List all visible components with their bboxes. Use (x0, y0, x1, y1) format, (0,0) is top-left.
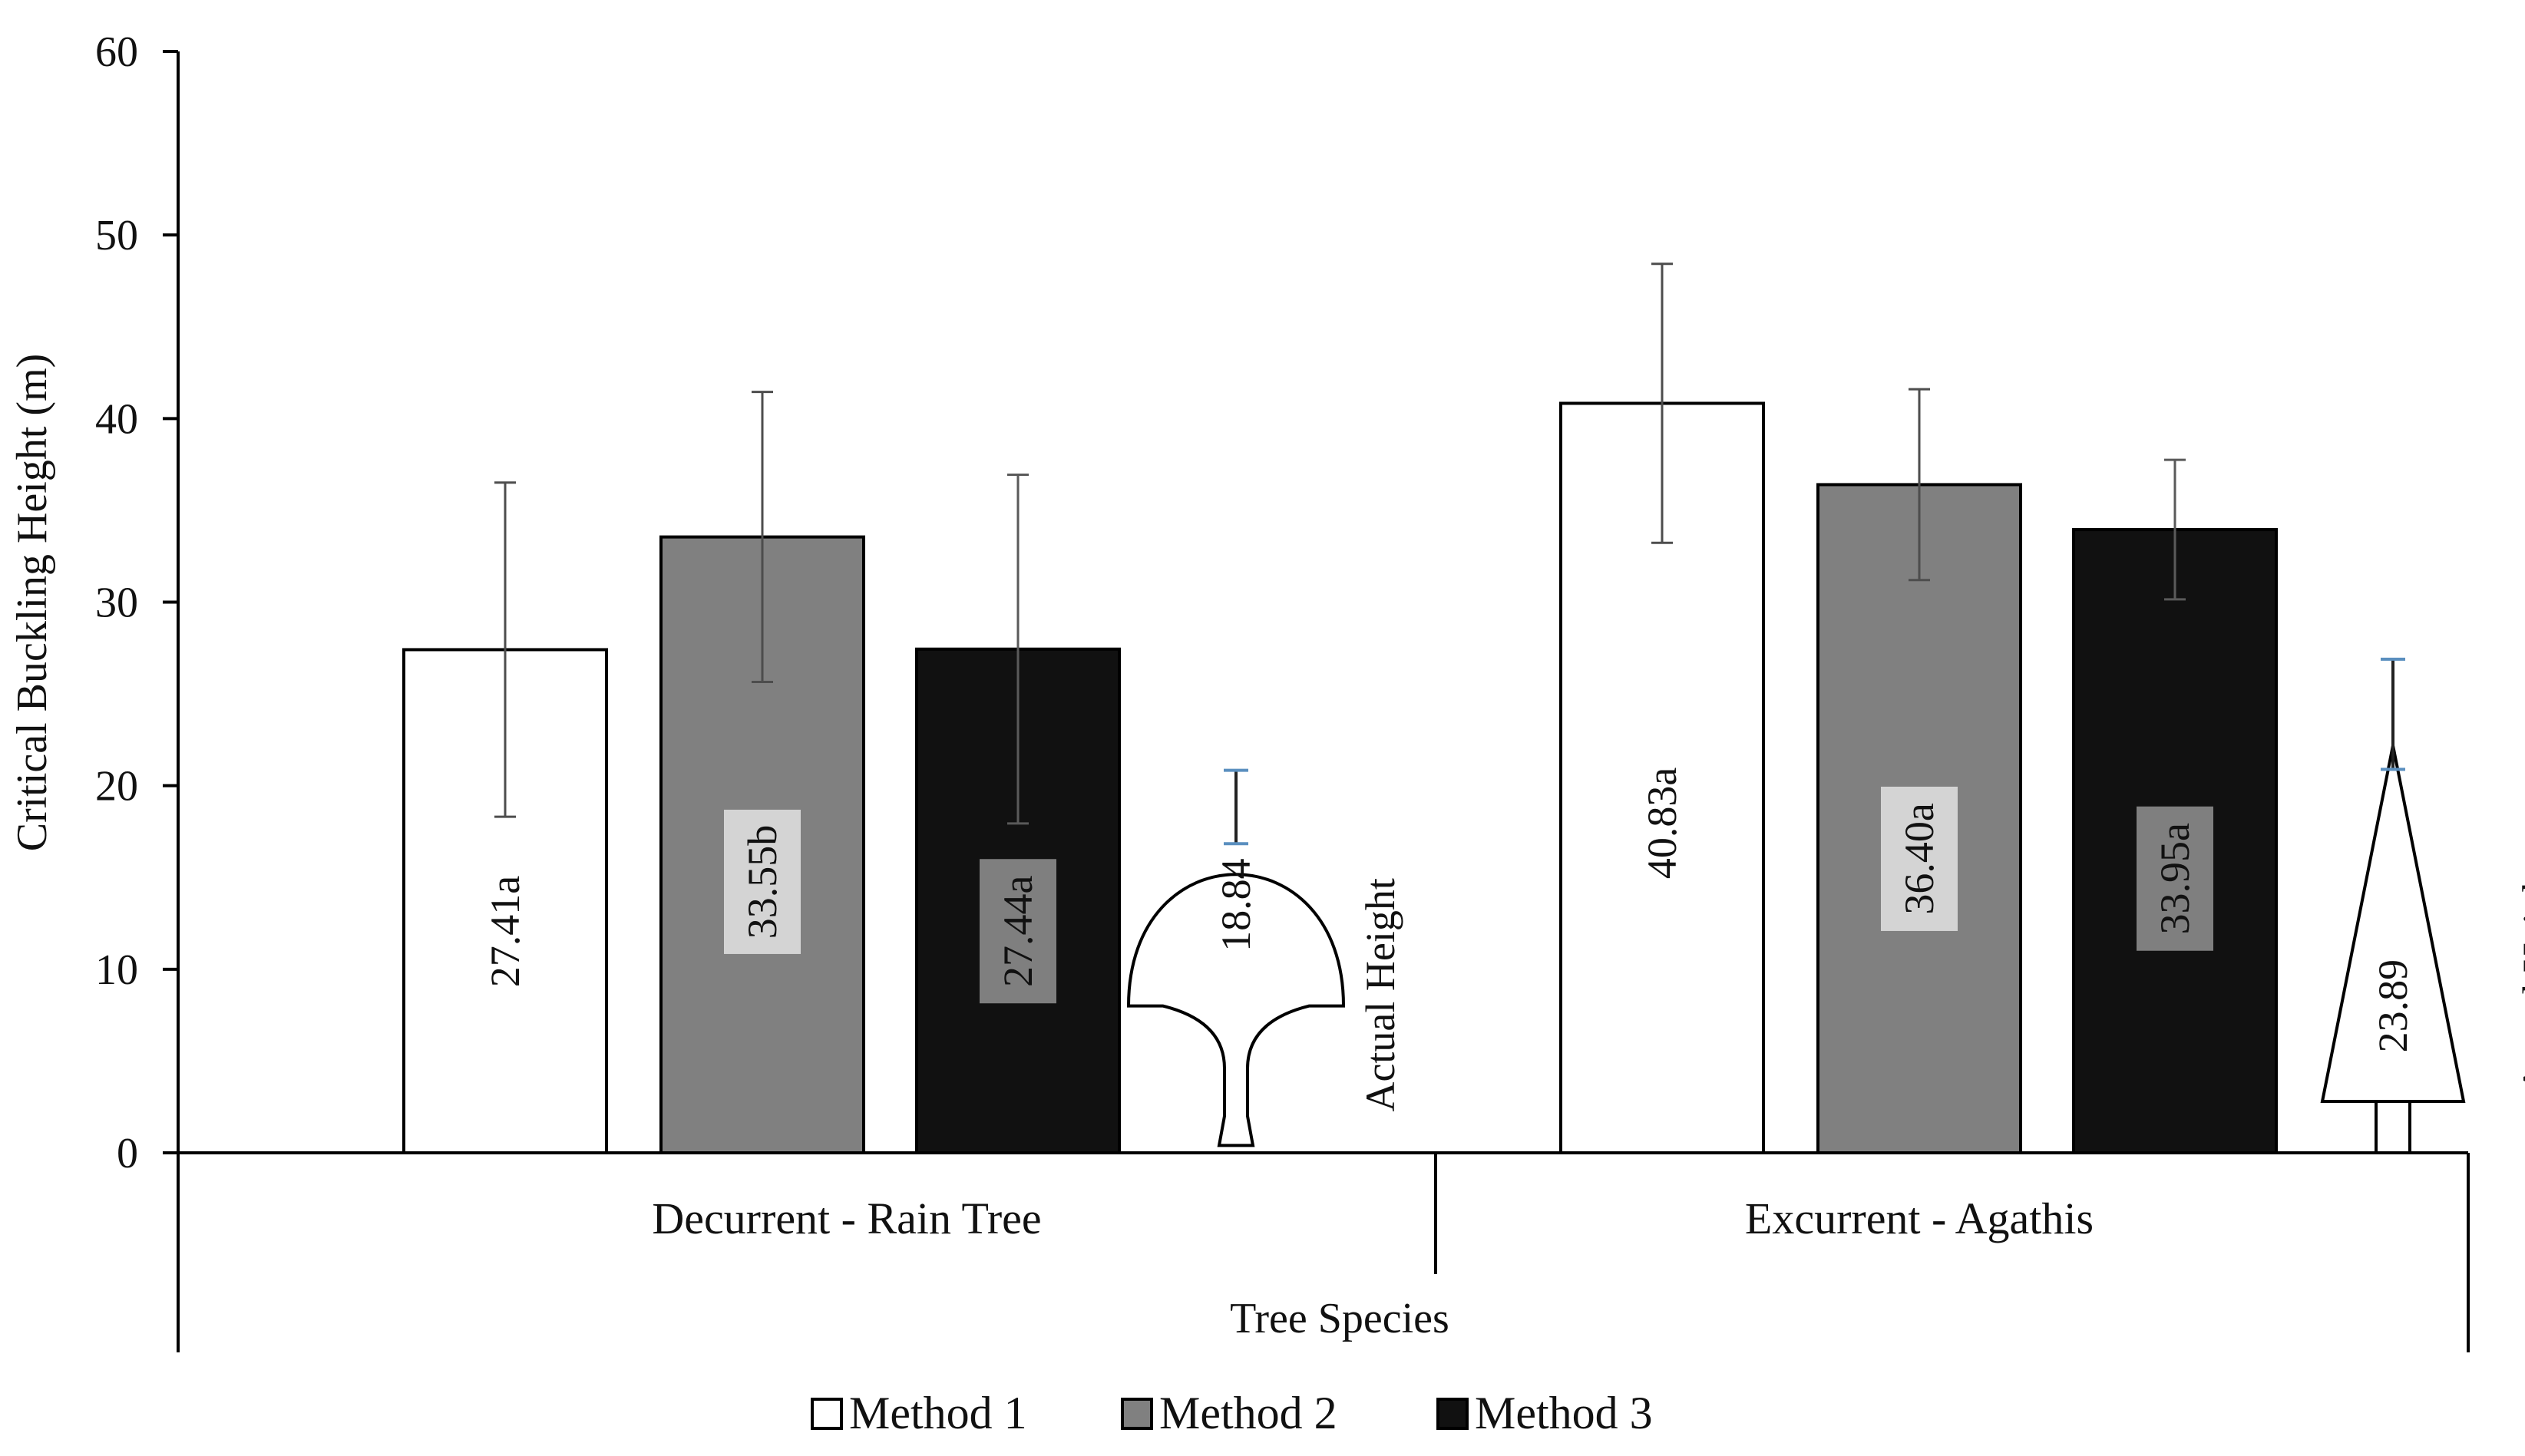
legend-label: Method 2 (1159, 1388, 1337, 1438)
legend-swatch (811, 1398, 843, 1430)
bar-value-label: 27.44a (995, 875, 1041, 987)
y-tick-label: 0 (117, 1130, 138, 1177)
tree-shape-decurrent (1126, 873, 1346, 1147)
legend: Method 1 Method 2 Method 3 (811, 1388, 1653, 1438)
bar-label-box (2137, 806, 2213, 951)
y-tick-label: 30 (95, 579, 138, 627)
y-axis-title: Critical Buckling Height (m) (8, 354, 56, 852)
error-bars (494, 262, 2186, 825)
y-tick-label: 60 (95, 28, 138, 76)
legend-label: Method 1 (849, 1388, 1027, 1438)
tree-trunk (2375, 1100, 2411, 1154)
bar-value-label: 40.83a (1639, 768, 1685, 880)
bar-value-label: 36.40a (1896, 803, 1942, 915)
legend-swatch (1436, 1398, 1469, 1430)
actual-height-markers: 18.84 Actual Height 23.89 Actual Height (1126, 657, 2525, 1154)
bar-value-labels: 27.41a 40.83a 33.55b 36.40a 27.44a 33.95a (482, 768, 2213, 1004)
y-ticks: 0 10 20 30 40 50 60 (95, 28, 178, 1177)
bar-value-label: 33.55b (739, 825, 785, 939)
bars (402, 401, 2278, 1154)
bar-value-label: 27.41a (482, 876, 528, 988)
bar-label-box (980, 859, 1056, 1004)
actual-height-value-label: 23.89 (2370, 959, 2416, 1053)
bar-label-box (724, 809, 801, 954)
y-tick-label: 20 (95, 763, 138, 811)
category-label: Decurrent - Rain Tree (652, 1194, 1041, 1243)
category-labels: Decurrent - Rain Tree Excurrent - Agathis (652, 1194, 2094, 1243)
y-tick-label: 40 (95, 395, 138, 443)
actual-height-label: Actual Height (1357, 878, 1403, 1111)
category-label: Excurrent - Agathis (1745, 1194, 2094, 1243)
y-tick-label: 10 (95, 946, 138, 994)
bar-label-box (1881, 786, 1958, 931)
actual-height-label: Actual Height (2514, 860, 2525, 1093)
y-tick-label: 50 (95, 212, 138, 259)
bar-value-label: 33.95a (2152, 823, 2198, 935)
actual-height-value-label: 18.84 (1213, 858, 1259, 952)
legend-swatch (1121, 1398, 1153, 1430)
x-axis-title: Tree Species (1230, 1295, 1449, 1342)
legend-label: Method 3 (1475, 1388, 1653, 1438)
